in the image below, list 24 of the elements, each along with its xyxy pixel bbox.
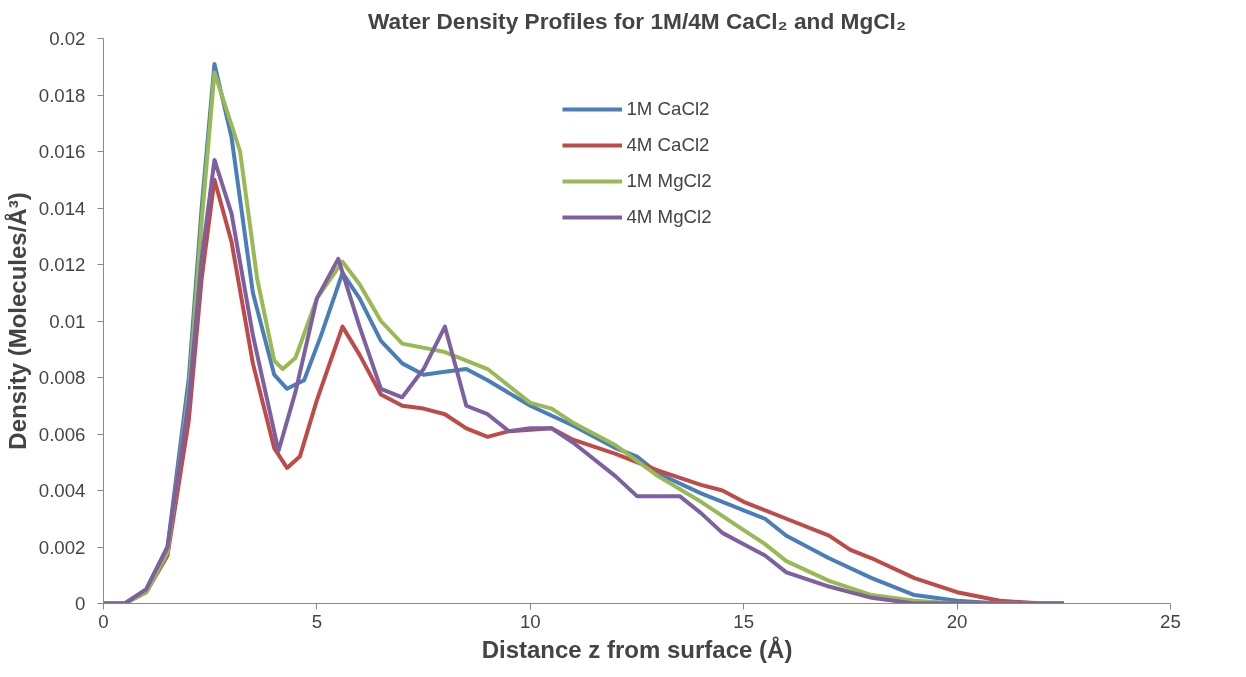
- y-axis-title: Density (Molecules/Å³): [3, 192, 31, 450]
- x-tick-label: 10: [519, 610, 541, 632]
- y-tick-label: 0.014: [38, 197, 86, 219]
- y-tick-label: 0.008: [38, 367, 86, 388]
- y-tick-label: 0.002: [38, 536, 86, 558]
- legend-label: 4M MgCl2: [626, 206, 712, 228]
- x-axis-title: Distance z from surface (Å): [481, 635, 793, 663]
- legend-label: 1M CaCl2: [626, 98, 710, 120]
- y-tick-label: 0.018: [38, 84, 86, 106]
- y-tick-label: 0.012: [38, 254, 86, 275]
- x-tick-label: 5: [311, 610, 323, 632]
- y-tick-label: 0.02: [49, 28, 86, 49]
- y-tick-label: 0: [75, 593, 86, 614]
- y-tick-label: 0.006: [38, 423, 86, 445]
- y-tick-label: 0.004: [38, 480, 86, 501]
- y-tick-label: 0.016: [38, 141, 86, 162]
- legend-label: 1M MgCl2: [626, 170, 712, 192]
- x-tick-label: 25: [1160, 610, 1181, 632]
- y-tick-label: 0.01: [49, 310, 86, 332]
- chart-title: Water Density Profiles for 1M/4M CaCl₂ and MgCl₂: [368, 7, 906, 34]
- x-tick-label: 0: [98, 610, 109, 632]
- legend-label: 4M CaCl2: [626, 134, 710, 156]
- x-tick-label: 20: [946, 610, 968, 632]
- x-tick-label: 15: [733, 610, 755, 632]
